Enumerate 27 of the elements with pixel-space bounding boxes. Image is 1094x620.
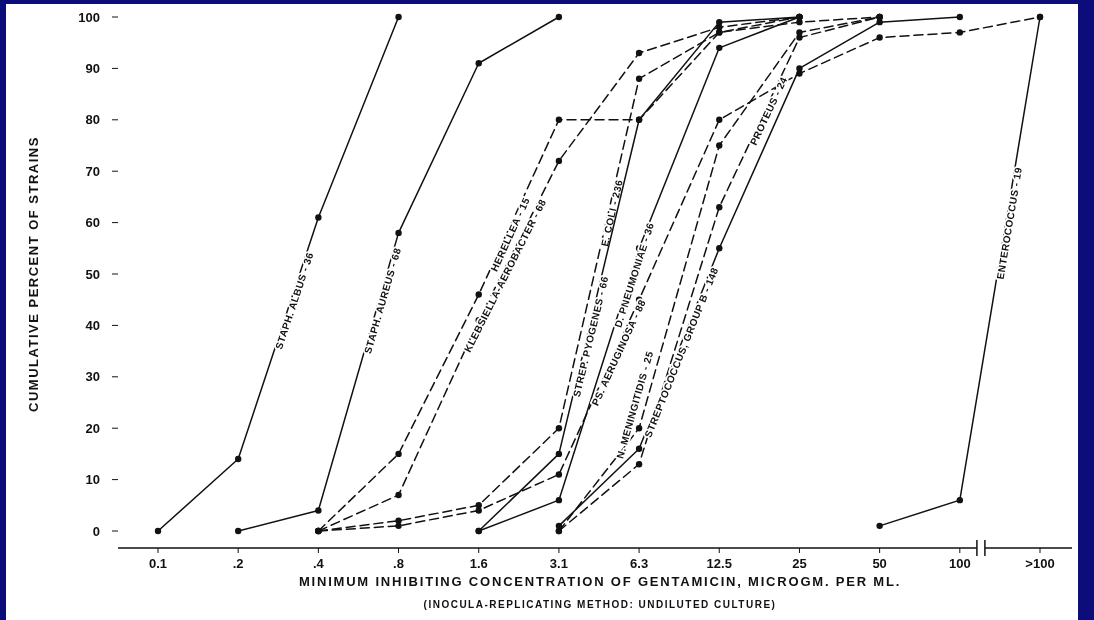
x-tick-label: >100 [1025,556,1055,571]
x-tick-label: 100 [948,556,971,571]
x-tick-label: 3.1 [549,556,568,571]
x-tick-label: .8 [393,556,404,571]
x-tick-label: 1.6 [469,556,488,571]
x-tick-label: 50 [872,556,887,571]
y-tick-label: 60 [85,215,100,231]
text: (INOCULA-REPLICATING METHOD: UNDILUTED CULTURE) [423,599,777,610]
x-tick-label: 6.3 [630,556,649,571]
y-tick-label: 10 [85,472,100,488]
x-tick-label: 0.1 [148,556,168,571]
y-tick-label: 50 [85,266,100,282]
y-tick-label: 30 [85,369,100,385]
y-tick-label: 70 [85,163,100,179]
text: E. COLI - 236 [598,178,625,248]
y-axis-title: CUMULATIVE PERCENT OF STRAINS [26,136,41,412]
x-tick-label: .4 [312,556,325,571]
y-tick-label: 40 [85,317,100,333]
x-tick-label: 25 [792,556,807,571]
y-tick-label: 20 [85,420,100,436]
x-axis-title: MINIMUM INHIBITING CONCENTRATION OF GENTAMICIN, MICROGM. PER ML. [298,574,902,589]
y-tick-label: 80 [85,112,100,128]
x-tick-label: 12.5 [706,556,732,571]
x-tick-label: .2 [232,556,244,571]
y-tick-label: 0 [92,523,100,539]
y-tick-label: 90 [85,60,100,76]
y-tick-label: 100 [78,9,100,25]
